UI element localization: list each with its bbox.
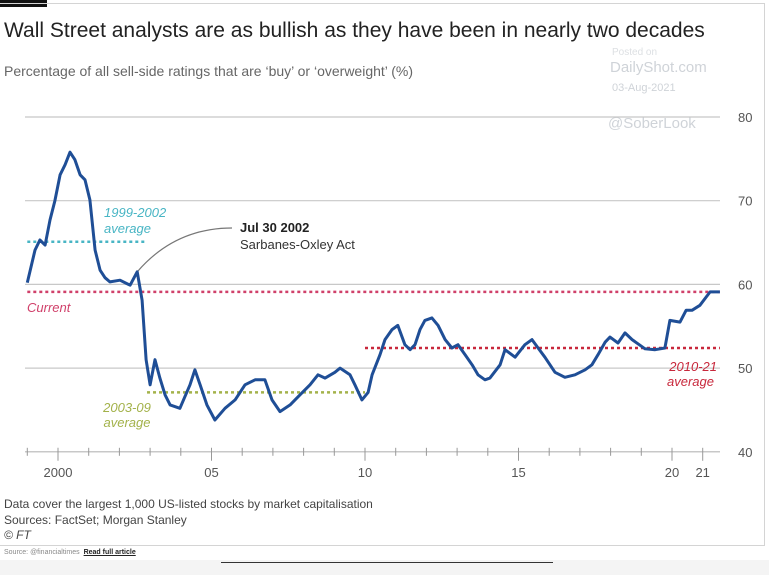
annotation-connector bbox=[136, 227, 233, 273]
note-coverage: Data cover the largest 1,000 US-listed s… bbox=[4, 497, 373, 511]
avg-2003-09-label-word: average bbox=[104, 415, 151, 430]
chart-title: Wall Street analysts are as bullish as t… bbox=[4, 19, 705, 42]
annotation-title: Jul 30 2002 bbox=[240, 220, 309, 235]
avg-2010-21-label-year: 2010-21 bbox=[668, 359, 717, 374]
y-tick-label-80: 80 bbox=[738, 110, 752, 125]
x-tick-label-05: 05 bbox=[204, 465, 218, 480]
chart-notes: Data cover the largest 1,000 US-listed s… bbox=[4, 497, 373, 544]
note-sources: Sources: FactSet; Morgan Stanley bbox=[4, 512, 187, 527]
avg-1999-2002-label-year: 1999-2002 bbox=[104, 205, 167, 220]
current-label: Current bbox=[27, 300, 72, 315]
y-tick-label-50: 50 bbox=[738, 361, 752, 376]
chart-subtitle: Percentage of all sell-side ratings that… bbox=[4, 63, 414, 79]
watermark-date: 03-Aug-2021 bbox=[612, 82, 676, 94]
avg-1999-2002-label-word: average bbox=[104, 221, 151, 236]
source-line: Source: @financialtimes Read full article bbox=[4, 549, 136, 556]
read-full-article-link[interactable]: Read full article bbox=[83, 549, 136, 556]
annotation-text: Sarbanes-Oxley Act bbox=[240, 237, 355, 252]
bottom-divider bbox=[221, 562, 553, 563]
y-tick-label-60: 60 bbox=[738, 277, 752, 292]
avg-2010-21-label-word: average bbox=[667, 374, 714, 389]
avg-2003-09-label-year: 2003-09 bbox=[102, 400, 151, 415]
watermark-site: DailyShot.com bbox=[610, 59, 707, 76]
note-copyright: © FT bbox=[4, 528, 31, 542]
x-tick-label-10: 10 bbox=[358, 465, 372, 480]
watermark-posted: Posted on bbox=[612, 47, 658, 58]
bottom-bar bbox=[0, 560, 769, 575]
x-tick-label-20: 20 bbox=[665, 465, 679, 480]
x-tick-label-15: 15 bbox=[511, 465, 525, 480]
chart-frame bbox=[0, 3, 765, 546]
watermark-user: @SoberLook bbox=[608, 115, 696, 132]
y-tick-label-40: 40 bbox=[738, 445, 752, 460]
x-tick-label-21: 21 bbox=[695, 465, 709, 480]
source-text: Source: @financialtimes bbox=[4, 549, 80, 556]
y-tick-label-70: 70 bbox=[738, 194, 752, 209]
x-tick-label-2000: 2000 bbox=[44, 465, 73, 480]
series-line bbox=[25, 150, 720, 422]
